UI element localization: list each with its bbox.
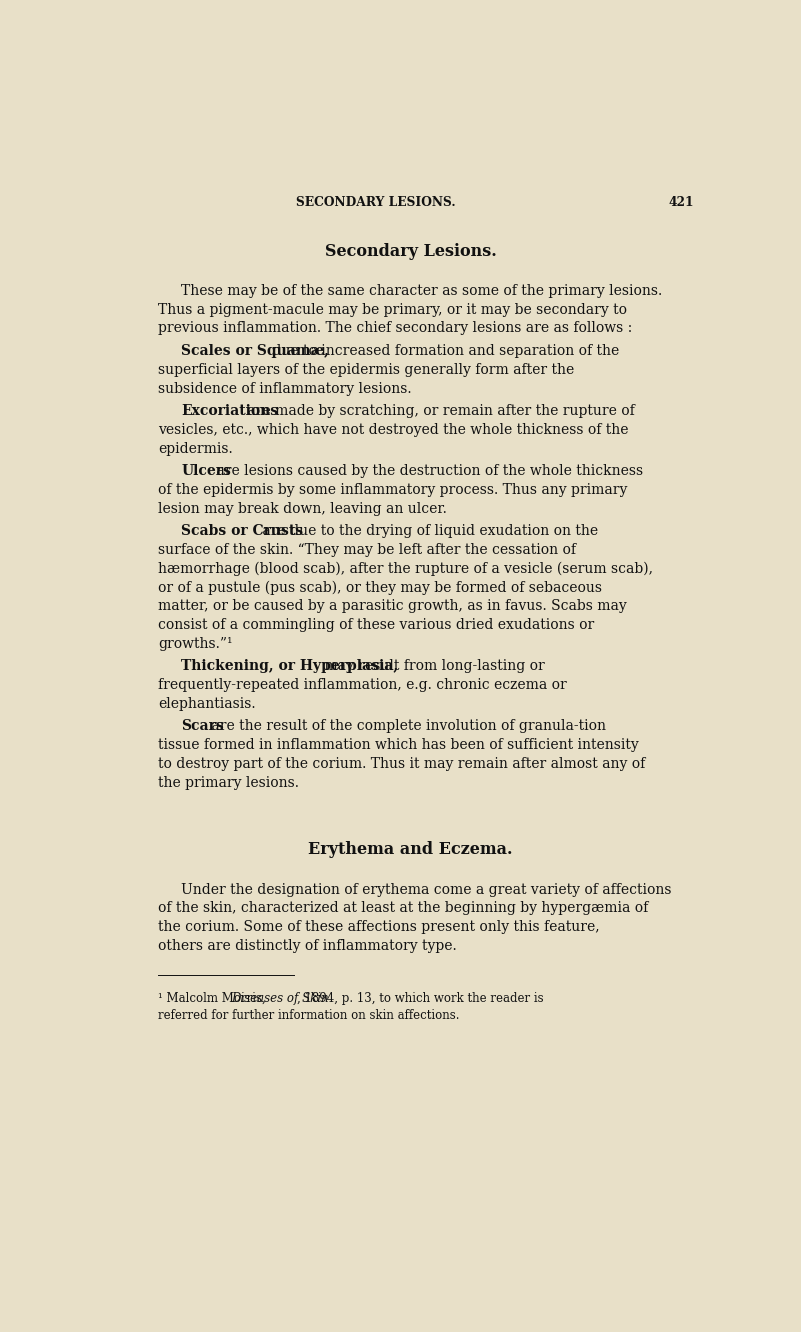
Text: due to increased formation and separation of the: due to increased formation and separatio… — [268, 344, 620, 358]
Text: frequently-repeated inflammation, e.g. chronic eczema or: frequently-repeated inflammation, e.g. c… — [158, 678, 566, 693]
Text: are due to the drying of liquid exudation on the: are due to the drying of liquid exudatio… — [258, 525, 598, 538]
Text: the primary lesions.: the primary lesions. — [158, 775, 299, 790]
Text: growths.”¹: growths.”¹ — [158, 637, 232, 651]
Text: may result from long-lasting or: may result from long-lasting or — [320, 659, 545, 674]
Text: matter, or be caused by a parasitic growth, as in favus. Scabs may: matter, or be caused by a parasitic grow… — [158, 599, 626, 613]
Text: These may be of the same character as some of the primary lesions.: These may be of the same character as so… — [182, 284, 662, 298]
Text: elephantiasis.: elephantiasis. — [158, 697, 256, 711]
Text: others are distinctly of inflammatory type.: others are distinctly of inflammatory ty… — [158, 939, 457, 952]
Text: ¹ Malcolm Morris,: ¹ Malcolm Morris, — [158, 991, 269, 1004]
Text: previous inflammation. The chief secondary lesions are as follows :: previous inflammation. The chief seconda… — [158, 321, 632, 336]
Text: Under the designation of erythema come a great variety of affections: Under the designation of erythema come a… — [182, 883, 672, 896]
Text: Scars: Scars — [182, 719, 224, 734]
Text: Scales or Squamæ,: Scales or Squamæ, — [182, 344, 329, 358]
Text: or of a pustule (pus scab), or they may be formed of sebaceous: or of a pustule (pus scab), or they may … — [158, 581, 602, 595]
Text: consist of a commingling of these various dried exudations or: consist of a commingling of these variou… — [158, 618, 594, 633]
Text: epidermis.: epidermis. — [158, 442, 232, 456]
Text: lesion may break down, leaving an ulcer.: lesion may break down, leaving an ulcer. — [158, 502, 447, 515]
Text: Scabs or Crusts: Scabs or Crusts — [182, 525, 304, 538]
Text: subsidence of inflammatory lesions.: subsidence of inflammatory lesions. — [158, 381, 412, 396]
Text: tissue formed in inflammation which has been of sufficient intensity: tissue formed in inflammation which has … — [158, 738, 638, 753]
Text: 421: 421 — [669, 196, 694, 209]
Text: , 1894, p. 13, to which work the reader is: , 1894, p. 13, to which work the reader … — [296, 991, 543, 1004]
Text: Secondary Lesions.: Secondary Lesions. — [324, 242, 497, 260]
Text: Thus a pigment-macule may be primary, or it may be secondary to: Thus a pigment-macule may be primary, or… — [158, 302, 627, 317]
Text: the corium. Some of these affections present only this feature,: the corium. Some of these affections pre… — [158, 920, 599, 934]
Text: referred for further information on skin affections.: referred for further information on skin… — [158, 1008, 459, 1022]
Text: of the skin, characterized at least at the beginning by hypergæmia of: of the skin, characterized at least at t… — [158, 902, 648, 915]
Text: hæmorrhage (blood scab), after the rupture of a vesicle (serum scab),: hæmorrhage (blood scab), after the ruptu… — [158, 562, 653, 577]
Text: vesicles, etc., which have not destroyed the whole thickness of the: vesicles, etc., which have not destroyed… — [158, 422, 628, 437]
Text: Excoriations: Excoriations — [182, 404, 279, 418]
Text: Erythema and Eczema.: Erythema and Eczema. — [308, 842, 513, 858]
Text: are made by scratching, or remain after the rupture of: are made by scratching, or remain after … — [243, 404, 634, 418]
Text: SECONDARY LESIONS.: SECONDARY LESIONS. — [296, 196, 455, 209]
Text: to destroy part of the corium. Thus it may remain after almost any of: to destroy part of the corium. Thus it m… — [158, 757, 645, 771]
Text: Thickening, or Hyperplasia,: Thickening, or Hyperplasia, — [182, 659, 399, 674]
Text: are lesions caused by the destruction of the whole thickness: are lesions caused by the destruction of… — [212, 464, 643, 478]
Text: of the epidermis by some inflammatory process. Thus any primary: of the epidermis by some inflammatory pr… — [158, 484, 627, 497]
Text: Ulcers: Ulcers — [182, 464, 231, 478]
Text: are the result of the complete involution of granula-tion: are the result of the complete involutio… — [207, 719, 606, 734]
Text: Diseases of Skin: Diseases of Skin — [231, 991, 329, 1004]
Text: surface of the skin. “They may be left after the cessation of: surface of the skin. “They may be left a… — [158, 543, 576, 557]
Text: superficial layers of the epidermis generally form after the: superficial layers of the epidermis gene… — [158, 362, 574, 377]
